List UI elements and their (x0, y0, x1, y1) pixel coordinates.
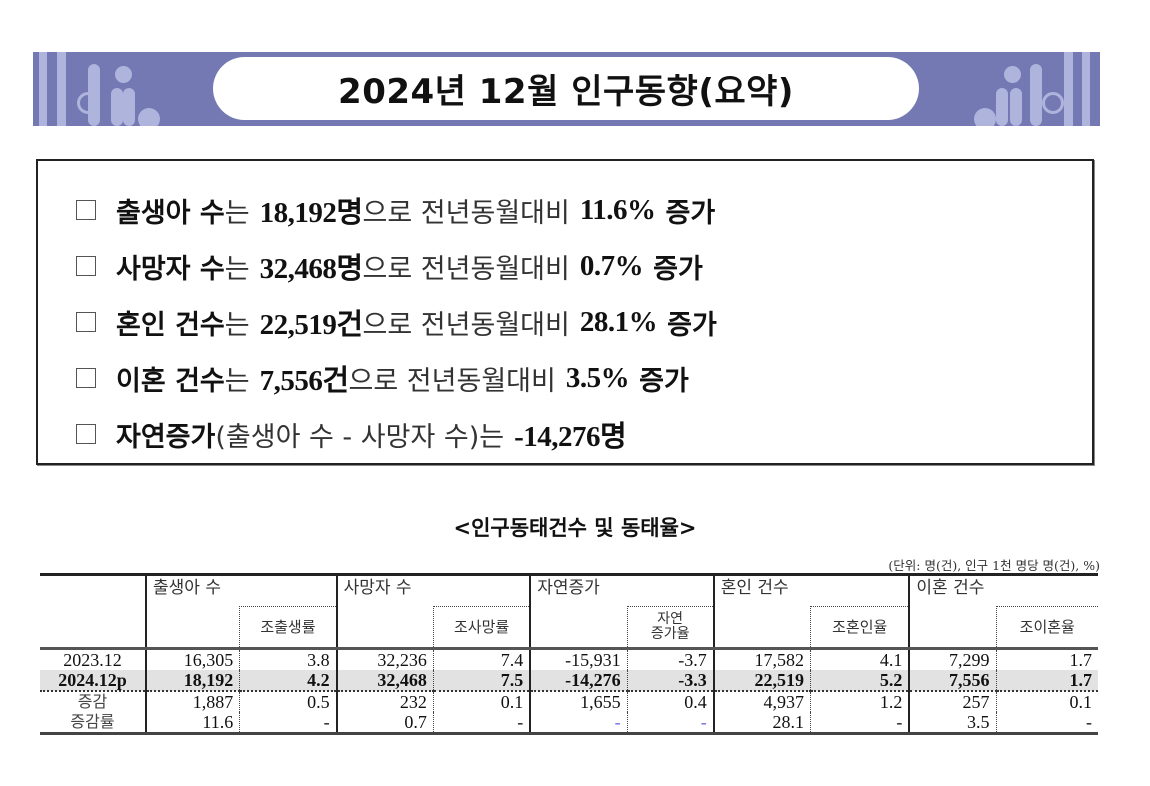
summary-rate: 11.6% (579, 193, 656, 226)
summary-trend: 증가 (667, 309, 717, 341)
checkbox-icon (76, 256, 96, 276)
header-births: 출생아 수 (145, 573, 337, 607)
page-title: 2024년 12월 인구동향(요약) (338, 72, 794, 112)
table-row: 증감률 11.6 - 0.7 - - - 28.1 - 3.5 - (40, 712, 1098, 735)
summary-item-marriages: 혼인 건수 는 22,519건 으로 전년동월대비 28.1% 증가 (76, 301, 717, 343)
header-natural-increase: 자연증가 (529, 573, 714, 607)
summary-rate: 28.1% (579, 305, 658, 338)
row-label: 2023.12 (63, 650, 122, 670)
summary-mid-text: 으로 전년동월대비 (362, 309, 570, 341)
summary-value: 18,192명 (259, 197, 363, 229)
summary-subject: 자연증가 (116, 421, 216, 453)
summary-rate: 3.5% (565, 361, 630, 394)
summary-note: (출생아 수 - 사망자 수)는 (215, 421, 505, 453)
header-marriages: 혼인 건수 (712, 573, 910, 607)
header-deaths: 사망자 수 (335, 573, 531, 607)
summary-item-deaths: 사망자 수 는 32,468명 으로 전년동월대비 0.7% 증가 (76, 245, 703, 287)
checkbox-icon (76, 200, 96, 220)
summary-trend: 증가 (653, 253, 703, 285)
header-crude-death-rate: 조사망률 (432, 606, 531, 650)
title-pill: 2024년 12월 인구동향(요약) (213, 57, 919, 120)
header-crude-divorce-rate: 조이혼율 (995, 606, 1098, 650)
header-crude-birth-rate: 조출생률 (239, 606, 337, 650)
table-caption: <인구동태건수 및 동태율> (453, 516, 697, 540)
summary-particle: 는 (224, 309, 250, 341)
vital-statistics-table: 출생아 수 사망자 수 자연증가 혼인 건수 이혼 건수 조출생률 조사망률 자… (40, 573, 1098, 735)
summary-value: -14,276명 (514, 421, 627, 453)
summary-particle: 는 (224, 197, 250, 229)
table-row: 2023.12 16,305 3.8 32,236 7.4 -15,931 -3… (40, 648, 1098, 670)
summary-rate: 0.7% (579, 249, 644, 282)
summary-trend: 증가 (639, 365, 689, 397)
summary-particle: 는 (224, 365, 250, 397)
summary-box: 출생아 수 는 18,192명 으로 전년동월대비 11.6% 증가 사망자 수… (36, 159, 1094, 465)
checkbox-icon (76, 312, 96, 332)
summary-subject: 출생아 수 (116, 197, 225, 229)
table-row-highlight: 2024.12p 18,192 4.2 32,468 7.5 -14,276 -… (40, 670, 1098, 692)
summary-subject: 사망자 수 (116, 253, 225, 285)
row-label: 2024.12p (40, 670, 146, 692)
summary-mid-text: 으로 전년동월대비 (362, 197, 570, 229)
summary-subject: 이혼 건수 (116, 365, 225, 397)
table-header-group-row: 출생아 수 사망자 수 자연증가 혼인 건수 이혼 건수 (40, 573, 1098, 607)
summary-trend: 증가 (665, 197, 716, 229)
bar-chart-people-icon (960, 52, 1100, 126)
table-row: 증감 1,887 0.5 232 0.1 1,655 0.4 4,937 1.2… (40, 691, 1098, 712)
summary-value: 7,556건 (259, 365, 349, 397)
summary-mid-text: 으로 전년동월대비 (348, 365, 556, 397)
row-label: 증감률 (40, 712, 146, 735)
summary-value: 32,468명 (259, 253, 363, 285)
bar-chart-people-icon (33, 52, 163, 126)
checkbox-icon (76, 424, 96, 444)
summary-particle: 는 (224, 253, 250, 285)
summary-item-natural-increase: 자연증가 (출생아 수 - 사망자 수)는 -14,276명 (76, 413, 627, 455)
summary-value: 22,519건 (259, 309, 363, 341)
header-natural-increase-rate: 자연 증가율 (626, 606, 714, 650)
title-banner: 2024년 12월 인구동향(요약) (33, 52, 1100, 126)
table-header-sub-row: 조출생률 조사망률 자연 증가율 조혼인율 조이혼율 (40, 606, 1098, 650)
summary-item-births: 출생아 수 는 18,192명 으로 전년동월대비 11.6% 증가 (76, 189, 715, 231)
summary-mid-text: 으로 전년동월대비 (362, 253, 570, 285)
header-divorces: 이혼 건수 (908, 573, 1098, 607)
summary-item-divorces: 이혼 건수 는 7,556건 으로 전년동월대비 3.5% 증가 (76, 357, 689, 399)
checkbox-icon (76, 368, 96, 388)
unit-note: (단위: 명(건), 인구 1천 명당 명(건), %) (888, 558, 1100, 573)
header-crude-marriage-rate: 조혼인율 (810, 606, 910, 650)
summary-subject: 혼인 건수 (116, 309, 225, 341)
row-label: 증감 (77, 692, 108, 711)
